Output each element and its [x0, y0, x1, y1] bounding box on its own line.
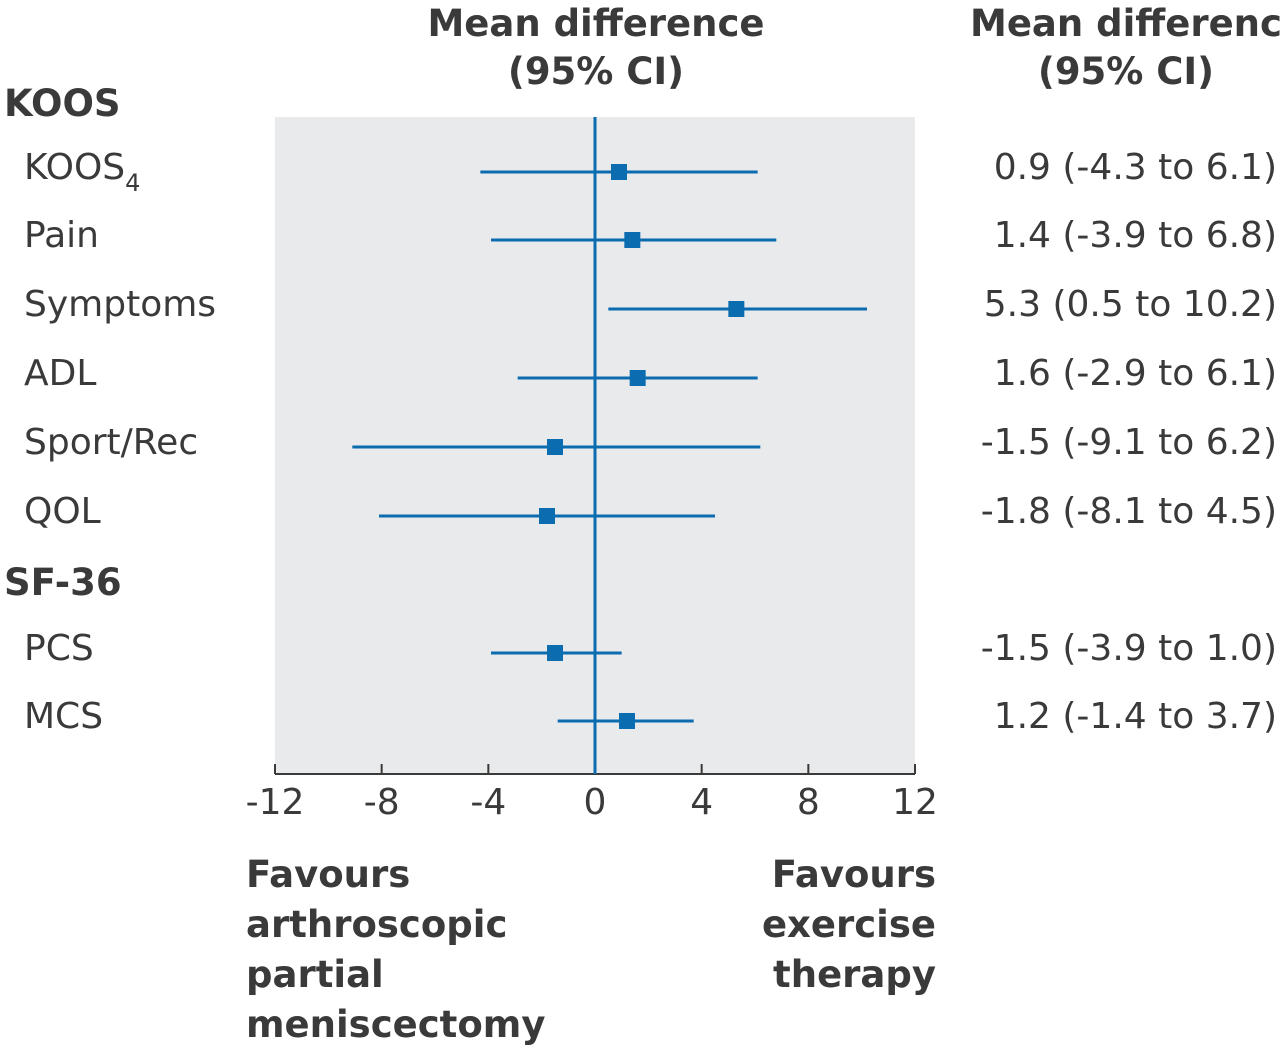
x-axis-tick-label: -12: [245, 782, 305, 823]
x-axis-tick-label: -8: [363, 782, 400, 823]
group-heading-sf36: SF-36: [4, 561, 122, 604]
group-heading-koos: KOOS: [4, 82, 121, 125]
x-axis-tick-label: 0: [583, 782, 607, 823]
estimate-marker: [619, 713, 635, 729]
estimate-marker: [629, 370, 646, 386]
row-label: Pain: [24, 215, 99, 256]
estimate-marker: [611, 164, 627, 180]
row-label: KOOS4: [24, 147, 141, 197]
plot-header-line1: Mean difference: [427, 2, 765, 45]
row-value: -1.5 (-3.9 to 1.0): [980, 628, 1277, 669]
row-value: 1.6 (-2.9 to 6.1): [993, 353, 1277, 394]
estimate-marker: [539, 508, 555, 524]
estimate-marker: [547, 439, 563, 455]
favours-left-line: arthroscopic: [246, 903, 508, 946]
row-value: 1.2 (-1.4 to 3.7): [993, 696, 1277, 737]
row-label: MCS: [24, 696, 104, 737]
estimate-marker: [624, 232, 641, 248]
favours-left-caption: Favours arthroscopic partial meniscectom…: [246, 850, 545, 1050]
row-value: 0.9 (-4.3 to 6.1): [993, 147, 1277, 188]
favours-left-line: meniscectomy: [246, 1003, 546, 1046]
row-label: QOL: [24, 491, 101, 532]
row-label: PCS: [24, 628, 94, 669]
row-value: -1.8 (-8.1 to 4.5): [980, 491, 1277, 532]
estimate-marker: [547, 645, 563, 661]
value-column-header: Mean difference (95% CI): [970, 0, 1280, 96]
row-value: 1.4 (-3.9 to 6.8): [993, 215, 1277, 256]
favours-right-line: therapy: [773, 953, 936, 996]
favours-right-line: exercise: [761, 903, 936, 946]
row-value: 5.3 (0.5 to 10.2): [983, 284, 1277, 325]
row-value: -1.5 (-9.1 to 6.2): [980, 422, 1277, 463]
favours-right-line: Favours: [771, 853, 936, 896]
x-axis-tick-label: 8: [796, 782, 820, 823]
favours-left-line: Favours: [246, 853, 411, 896]
row-label: Symptoms: [24, 284, 217, 325]
estimate-marker: [728, 301, 745, 317]
favours-right-caption: Favours exercise therapy: [762, 850, 936, 1000]
row-label: Sport/Rec: [24, 422, 199, 463]
x-axis-tick-label: -4: [470, 782, 507, 823]
row-label: ADL: [24, 353, 97, 394]
x-axis-tick-label: 12: [892, 782, 938, 823]
value-header-line2: (95% CI): [1037, 50, 1215, 93]
plot-column-header: Mean difference (95% CI): [394, 0, 798, 96]
favours-left-line: partial: [246, 953, 384, 996]
x-axis-tick-label: 4: [690, 782, 714, 823]
plot-header-line2: (95% CI): [507, 50, 685, 93]
value-header-line1: Mean difference: [970, 2, 1280, 45]
